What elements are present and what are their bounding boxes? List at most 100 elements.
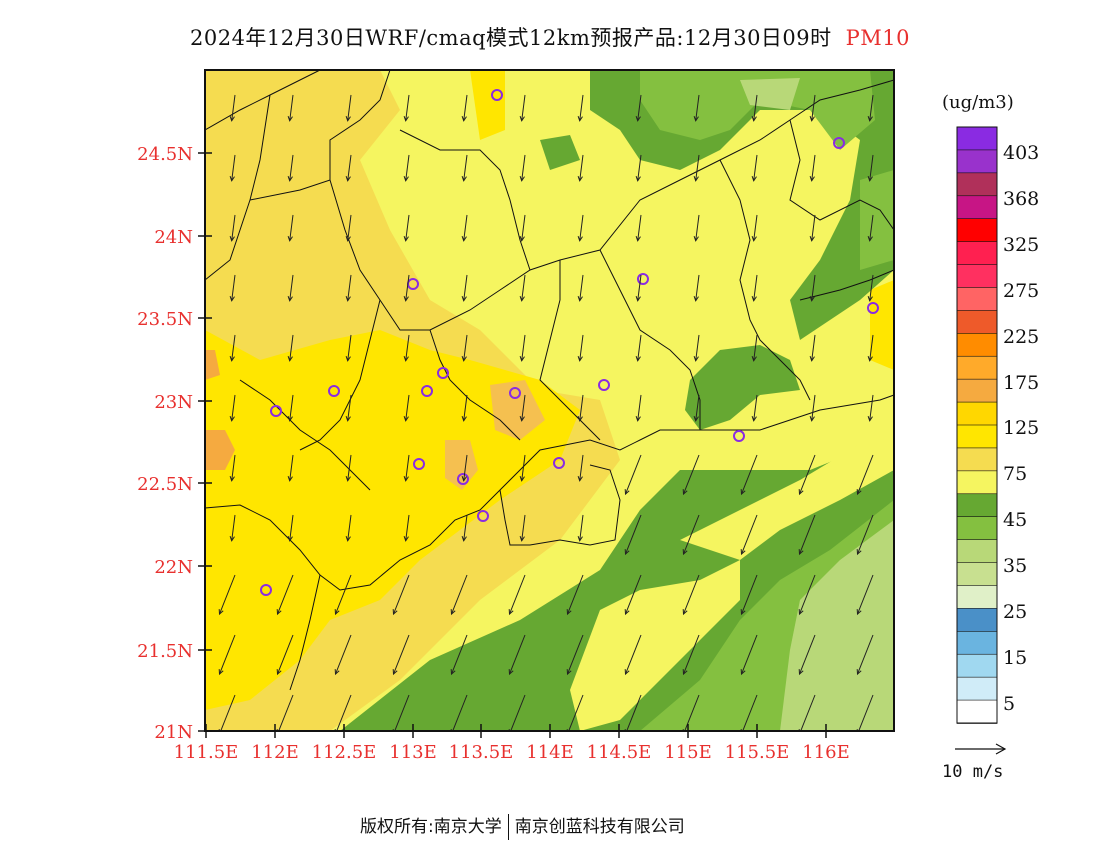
wind-arrow [405, 94, 410, 121]
wind-arrow-head [798, 669, 804, 676]
wind-arrow-head [809, 295, 815, 302]
wind-arrow-head [345, 115, 351, 122]
wind-arrow [567, 574, 584, 615]
wind-arrow-head [345, 175, 351, 182]
wind-arrow-head [693, 175, 699, 182]
field-green-east [860, 170, 894, 270]
wind-arrow-head [345, 355, 351, 362]
wind-arrow [463, 154, 468, 181]
lon-label: 115.5E [725, 742, 790, 763]
wind-arrow-head [577, 535, 583, 542]
wind-arrow-head [229, 415, 235, 422]
wind-arrow-head [287, 115, 293, 122]
wind-arrow [510, 694, 526, 731]
wind-arrow [277, 634, 294, 675]
wind-arrow [811, 214, 816, 241]
lon-label: 113.5E [449, 742, 514, 763]
wind-arrow-head [624, 609, 630, 616]
legend-frame [956, 126, 998, 724]
wind-arrow [683, 634, 700, 675]
wind-arrow [811, 394, 816, 421]
wind-arrow-head [508, 669, 514, 676]
wind-arrow-head [867, 415, 873, 422]
wind-arrow [799, 634, 816, 675]
title-variable: PM10 [845, 26, 911, 50]
footer-right: 南京创蓝科技有限公司 [514, 817, 685, 837]
lon-label: 115E [664, 742, 712, 763]
border-8 [719, 159, 811, 401]
wind-arrow-head [740, 609, 746, 616]
wind-arrow [869, 94, 874, 121]
wind-arrow [231, 454, 236, 481]
station-marker [421, 385, 433, 397]
wind-arrow-head [461, 535, 467, 542]
wind-arrow-head [519, 295, 525, 302]
lon-label: 116E [802, 742, 850, 763]
wind-arrow-head [867, 115, 873, 122]
legend-swatch [956, 195, 998, 220]
wind-arrow-head [345, 415, 351, 422]
legend-label: 225 [1003, 326, 1039, 348]
wind-arrow-head [276, 669, 282, 676]
wind-arrow [405, 154, 410, 181]
wind-arrow-head [461, 415, 467, 422]
legend-swatch [956, 241, 998, 266]
wind-arrow [278, 694, 294, 731]
wind-arrow-head [461, 175, 467, 182]
wind-arrow [811, 334, 816, 361]
wind-arrow-head [635, 415, 641, 422]
field-green-mid [685, 345, 800, 430]
wind-arrow [741, 514, 758, 555]
station-marker [477, 510, 489, 522]
wind-arrow-head [867, 295, 873, 302]
wind-arrow-head [519, 415, 525, 422]
wind-arrow [637, 334, 642, 361]
wind-arrow-head [287, 355, 293, 362]
title-main: 2024年12月30日WRF/cmaq模式12km预报产品:12月30日09时 [189, 26, 832, 50]
wind-arrow [869, 154, 874, 181]
wind-arrow [277, 574, 294, 615]
legend-label: 403 [1003, 142, 1039, 164]
legend-label: 275 [1003, 280, 1039, 302]
wind-arrow [289, 394, 294, 421]
station-marker [270, 405, 282, 417]
legend-label: 368 [1003, 188, 1039, 210]
wind-arrow [463, 454, 468, 481]
wind-arrow [521, 154, 526, 181]
wind-arrow-head [856, 669, 862, 676]
legend-label: 15 [1003, 647, 1027, 669]
wind-arrow [683, 454, 700, 495]
border-12 [289, 574, 321, 691]
wind-arrow [220, 694, 236, 731]
wind-arrow-head [519, 535, 525, 542]
wind-arrow-head [809, 115, 815, 122]
lat-axis: 24.5N 24N 23.5N 23N 22.5N 22N 21.5N 21N [137, 144, 193, 743]
wind-arrow-head [403, 115, 409, 122]
wind-arrow-head [809, 175, 815, 182]
wind-arrow [695, 94, 700, 121]
field-bright-yellow-east [870, 280, 894, 370]
wind-arrow [347, 394, 352, 421]
legend-swatch [956, 401, 998, 426]
wind-arrow-head [566, 609, 572, 616]
wind-arrow [741, 454, 758, 495]
wind-arrow [579, 154, 584, 181]
wind-arrow [521, 94, 526, 121]
wind-arrow [335, 634, 352, 675]
wind-arrow-head [856, 549, 862, 556]
wind-arrow [753, 94, 758, 121]
wind-arrow-head [392, 669, 398, 676]
wind-arrow [509, 634, 526, 675]
wind-arrow-head [392, 609, 398, 616]
lon-label: 113E [389, 742, 437, 763]
wind-arrow [625, 514, 642, 555]
wind-arrow [347, 214, 352, 241]
wind-arrow [683, 514, 700, 555]
field-yellow-tongue [570, 560, 740, 731]
wind-arrow [231, 514, 236, 541]
wind-arrow-head [229, 355, 235, 362]
wind-arrow-head [519, 355, 525, 362]
footer-left: 版权所有:南京大学 [360, 817, 502, 837]
wind-arrow [405, 514, 410, 541]
station-marker [260, 584, 272, 596]
